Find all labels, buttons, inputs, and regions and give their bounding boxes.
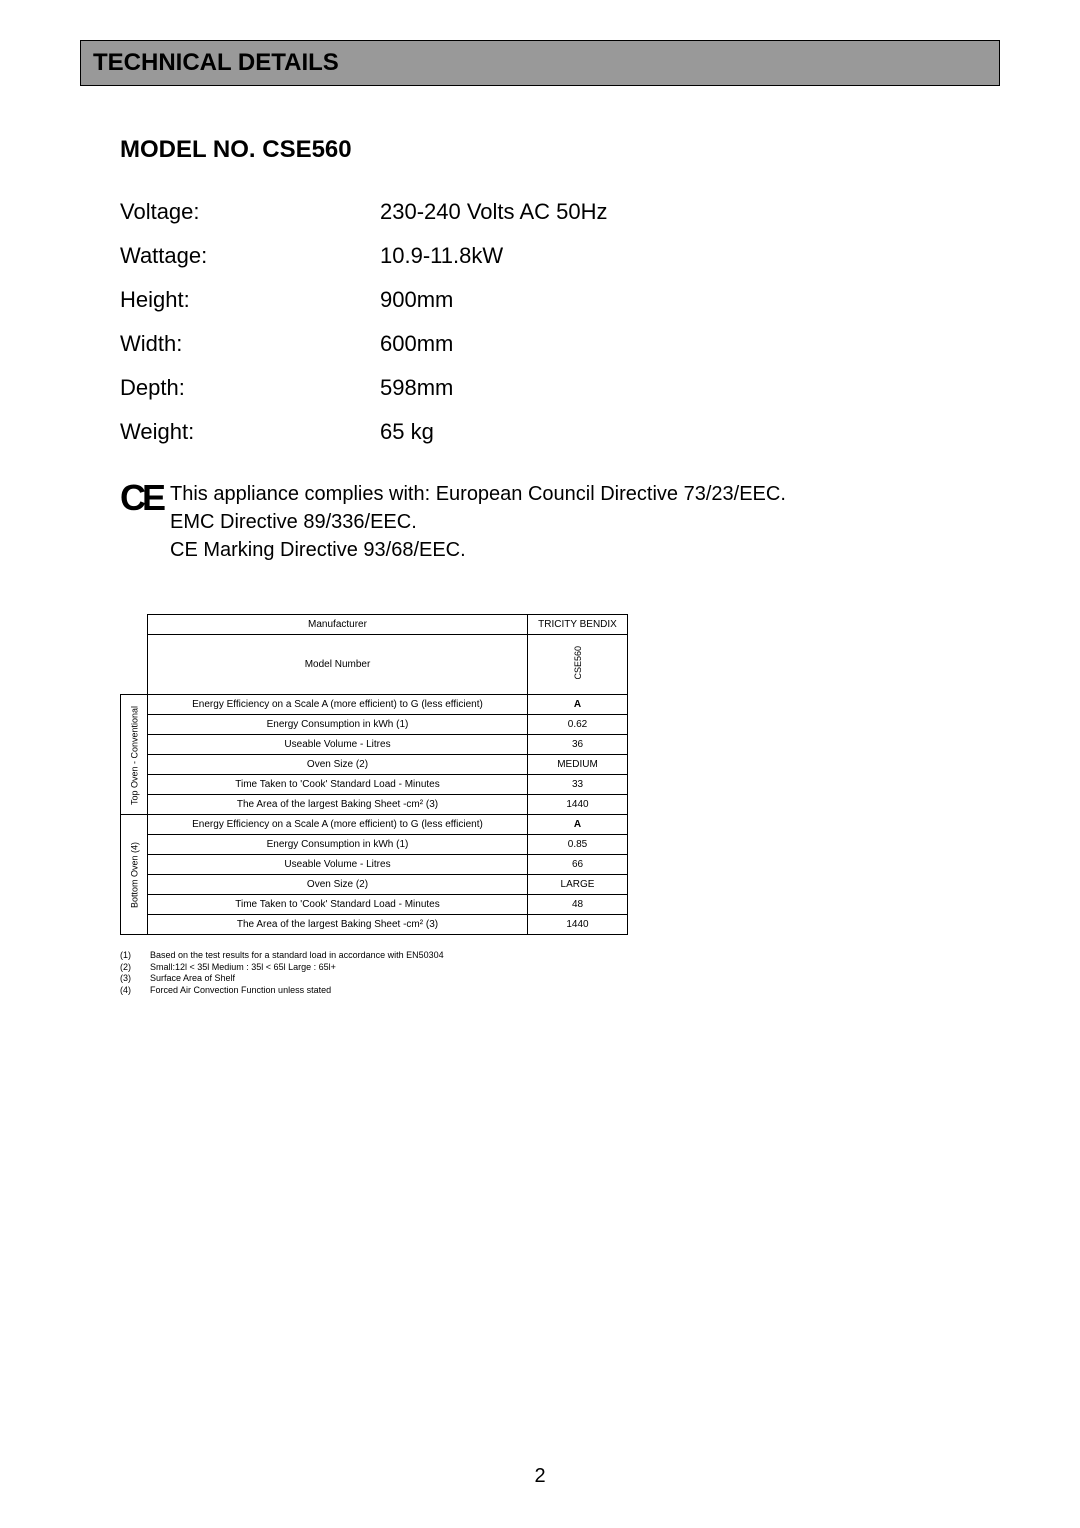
model-title: MODEL NO. CSE560 [120,136,1000,164]
spec-value: 10.9-11.8kW [380,243,503,269]
table-row-label: Oven Size (2) [148,875,528,895]
table-row-value: 0.85 [528,835,628,855]
spec-label: Voltage: [120,199,380,225]
model-section: MODEL NO. CSE560 Voltage: 230-240 Volts … [120,136,1000,445]
spec-label: Wattage: [120,243,380,269]
spec-value: 65 kg [380,419,434,445]
ce-mark-icon: CE [120,480,162,564]
table-row-value: MEDIUM [528,755,628,775]
manufacturer-label: Manufacturer [148,615,528,635]
page-number: 2 [534,1465,545,1488]
table-row-label: Time Taken to 'Cook' Standard Load - Min… [148,775,528,795]
table-row-label: Energy Consumption in kWh (1) [148,715,528,735]
spec-row: Depth: 598mm [120,375,1000,401]
spec-label: Width: [120,331,380,357]
table-row-label: Time Taken to 'Cook' Standard Load - Min… [148,895,528,915]
compliance-line: EMC Directive 89/336/EEC. [170,508,786,536]
table-row-label: The Area of the largest Baking Sheet -cm… [148,915,528,935]
footnote-row: (4) Forced Air Convection Function unles… [120,985,1000,997]
table-row-label: Energy Consumption in kWh (1) [148,835,528,855]
section-label-bottom-oven: Bottom Oven (4) [121,815,148,935]
spec-value: 598mm [380,375,453,401]
footnote-row: (1) Based on the test results for a stan… [120,950,1000,962]
table-row-label: Useable Volume - Litres [148,735,528,755]
section-label-top-oven: Top Oven - Conventional [121,695,148,815]
header-banner: TECHNICAL DETAILS [80,40,1000,86]
footnote-row: (3) Surface Area of Shelf [120,973,1000,985]
table-row-value: 1440 [528,795,628,815]
spec-label: Height: [120,287,380,313]
manufacturer-value: TRICITY BENDIX [528,615,628,635]
spec-value: 230-240 Volts AC 50Hz [380,199,607,225]
footnote-text: Forced Air Convection Function unless st… [150,985,331,997]
footnotes: (1) Based on the test results for a stan… [120,950,1000,997]
efficiency-table: Manufacturer TRICITY BENDIX Model Number… [120,614,628,935]
empty-cell [121,635,148,695]
spec-row: Height: 900mm [120,287,1000,313]
footnote-text: Small:12l < 35l Medium : 35l < 65l Large… [150,962,336,974]
model-number-label: Model Number [148,635,528,695]
spec-row: Weight: 65 kg [120,419,1000,445]
footnote-row: (2) Small:12l < 35l Medium : 35l < 65l L… [120,962,1000,974]
empty-cell [121,615,148,635]
footnote-num: (1) [120,950,150,962]
spec-row: Voltage: 230-240 Volts AC 50Hz [120,199,1000,225]
footnote-text: Based on the test results for a standard… [150,950,444,962]
table-row-value: 33 [528,775,628,795]
footnote-num: (3) [120,973,150,985]
spec-row: Width: 600mm [120,331,1000,357]
table-row-value: 48 [528,895,628,915]
specs-table: Voltage: 230-240 Volts AC 50Hz Wattage: … [120,199,1000,445]
spec-row: Wattage: 10.9-11.8kW [120,243,1000,269]
header-title: TECHNICAL DETAILS [93,49,987,77]
compliance-text: This appliance complies with: European C… [170,480,786,564]
table-row-label: Oven Size (2) [148,755,528,775]
compliance-line: This appliance complies with: European C… [170,480,786,508]
table-row-label: Energy Efficiency on a Scale A (more eff… [148,815,528,835]
compliance-line: CE Marking Directive 93/68/EEC. [170,536,786,564]
table-row-value: 36 [528,735,628,755]
spec-label: Weight: [120,419,380,445]
table-row-value: 1440 [528,915,628,935]
table-row-label: Energy Efficiency on a Scale A (more eff… [148,695,528,715]
model-number-value: CSE560 [528,635,628,695]
table-row-value: A [528,815,628,835]
table-row-value: 66 [528,855,628,875]
table-row-value: 0.62 [528,715,628,735]
footnote-text: Surface Area of Shelf [150,973,235,985]
footnote-num: (4) [120,985,150,997]
table-row-label: The Area of the largest Baking Sheet -cm… [148,795,528,815]
table-row-label: Useable Volume - Litres [148,855,528,875]
spec-value: 600mm [380,331,453,357]
table-row-value: LARGE [528,875,628,895]
table-row-value: A [528,695,628,715]
spec-value: 900mm [380,287,453,313]
spec-label: Depth: [120,375,380,401]
footnote-num: (2) [120,962,150,974]
compliance-section: CE This appliance complies with: Europea… [120,480,1000,564]
